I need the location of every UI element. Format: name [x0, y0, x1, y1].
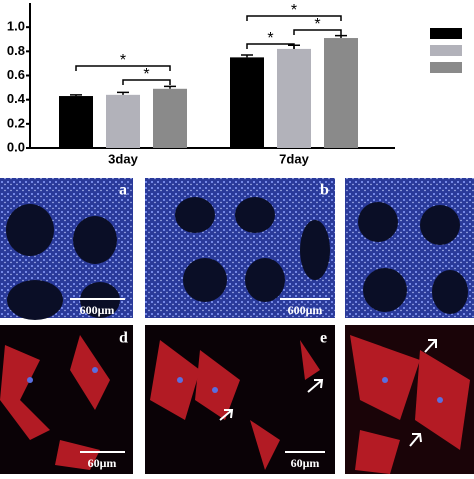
error-bar — [164, 85, 176, 89]
bar — [277, 48, 311, 148]
significance-bracket — [75, 65, 171, 71]
legend-swatch — [430, 28, 462, 39]
bar — [153, 88, 187, 148]
panel-images — [0, 178, 474, 474]
significance-bracket — [246, 15, 342, 21]
significance-mark: * — [291, 2, 297, 19]
scale-label: 600μm — [288, 303, 323, 317]
panel-label: e — [320, 330, 327, 347]
error-bar — [335, 34, 347, 39]
y-tick-label: 0.8 — [7, 43, 25, 58]
bar — [230, 57, 264, 148]
significance-mark: * — [143, 66, 149, 83]
bar — [59, 96, 93, 148]
y-tick-label: 1.0 — [7, 19, 25, 34]
error-bar — [70, 94, 82, 97]
panel-label: a — [119, 182, 127, 199]
panel-label: b — [320, 182, 329, 199]
significance-mark: * — [267, 30, 273, 47]
legend-swatch — [430, 45, 462, 56]
significance-mark: * — [120, 52, 126, 69]
significance-bracket — [293, 29, 342, 35]
y-tick-label: 0.6 — [7, 67, 25, 82]
bar — [324, 38, 358, 148]
significance-bracket — [122, 79, 171, 85]
legend-swatch — [430, 62, 462, 73]
bar — [106, 94, 140, 148]
x-tick-label: 7day — [279, 151, 309, 166]
y-tick-label: 0.0 — [7, 139, 25, 154]
x-tick-label: 3day — [108, 151, 138, 166]
scale-label: 60μm — [88, 456, 117, 470]
error-bar — [117, 91, 129, 95]
scale-label: 600μm — [80, 303, 115, 317]
y-tick-label: 0.2 — [7, 115, 25, 130]
significance-bracket — [246, 43, 295, 49]
y-tick-label: 0.4 — [7, 91, 26, 106]
error-bar — [241, 54, 253, 58]
significance-mark: * — [314, 16, 320, 33]
panel-label: d — [119, 330, 128, 347]
scale-label: 60μm — [291, 456, 320, 470]
